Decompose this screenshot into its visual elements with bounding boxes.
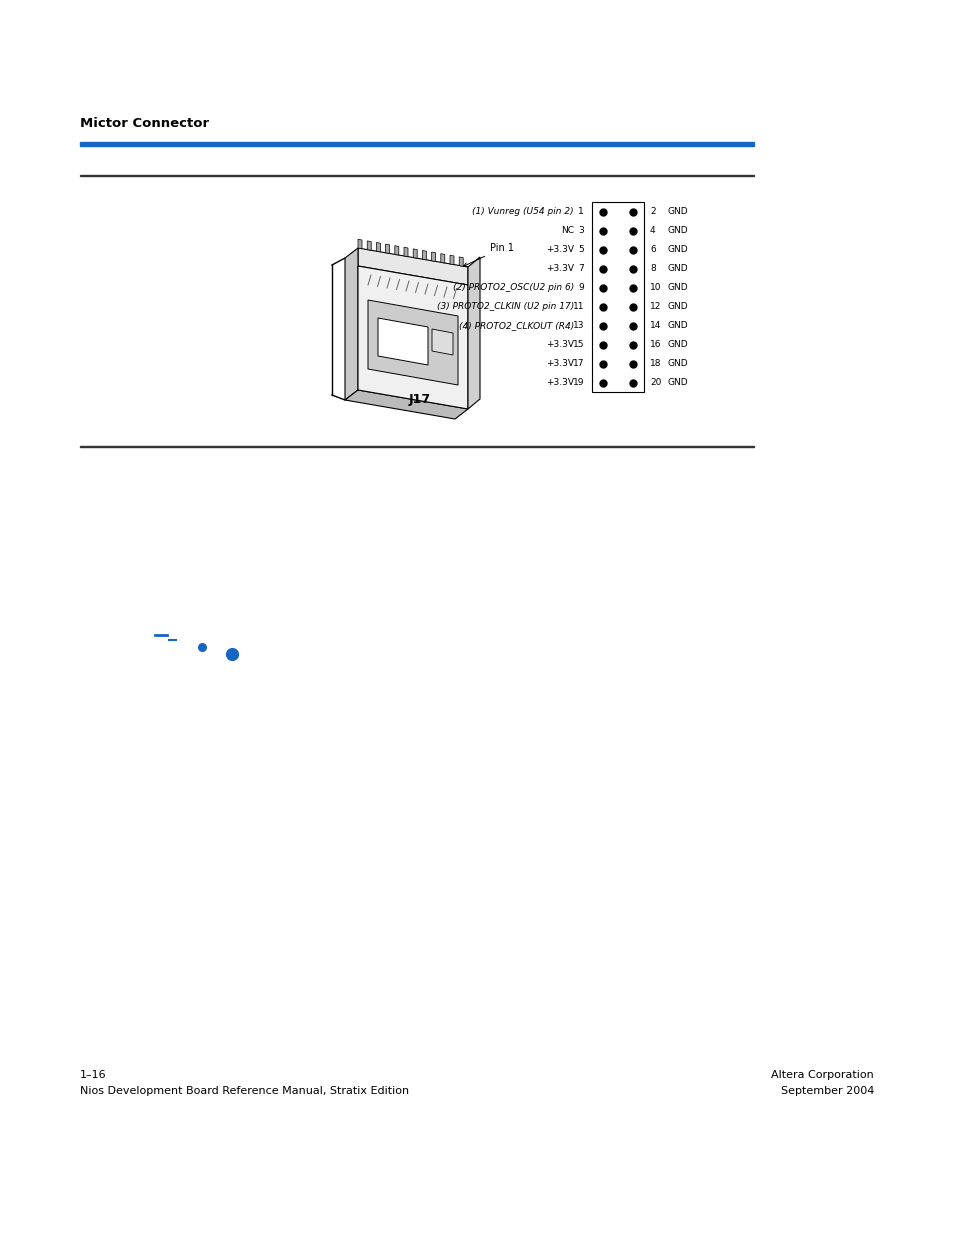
Text: Altera Corporation: Altera Corporation	[770, 1070, 873, 1079]
Bar	[592, 203, 643, 391]
Text: NC: NC	[560, 226, 574, 235]
Text: GND: GND	[667, 226, 688, 235]
Polygon shape	[395, 246, 398, 256]
Polygon shape	[458, 257, 463, 267]
Polygon shape	[431, 252, 436, 262]
Text: +3.3V: +3.3V	[545, 245, 574, 254]
Text: (3) PROTO2_CLKIN (U2 pin 17): (3) PROTO2_CLKIN (U2 pin 17)	[436, 303, 574, 311]
Text: (1) Vunreg (U54 pin 2): (1) Vunreg (U54 pin 2)	[472, 207, 574, 216]
Text: 15: 15	[572, 340, 583, 350]
Polygon shape	[376, 242, 380, 252]
Text: 14: 14	[649, 321, 660, 330]
Polygon shape	[368, 300, 457, 385]
Text: GND: GND	[667, 340, 688, 350]
Bar	[80, 142, 753, 146]
Text: (4) PROTO2_CLKOUT (R4): (4) PROTO2_CLKOUT (R4)	[458, 321, 574, 330]
Text: GND: GND	[667, 359, 688, 368]
Text: 18: 18	[649, 359, 660, 368]
Text: GND: GND	[667, 283, 688, 291]
Text: 7: 7	[578, 264, 583, 273]
Text: +3.3V: +3.3V	[545, 378, 574, 387]
Polygon shape	[357, 248, 468, 285]
Text: 6: 6	[649, 245, 655, 254]
Text: GND: GND	[667, 321, 688, 330]
Text: 10: 10	[649, 283, 660, 291]
Text: +3.3V: +3.3V	[545, 359, 574, 368]
Polygon shape	[440, 253, 444, 263]
Polygon shape	[432, 329, 453, 354]
Text: 9: 9	[578, 283, 583, 291]
Text: +3.3V: +3.3V	[545, 264, 574, 273]
Polygon shape	[468, 257, 479, 409]
Text: 12: 12	[649, 303, 660, 311]
Text: GND: GND	[667, 378, 688, 387]
Polygon shape	[345, 248, 357, 400]
Text: GND: GND	[667, 303, 688, 311]
Text: Nios Development Board Reference Manual, Stratix Edition: Nios Development Board Reference Manual,…	[80, 1086, 409, 1095]
Text: (2) PROTO2_OSC(U2 pin 6): (2) PROTO2_OSC(U2 pin 6)	[453, 283, 574, 291]
Text: 11: 11	[572, 303, 583, 311]
Polygon shape	[450, 256, 454, 264]
Text: 1–16: 1–16	[80, 1070, 107, 1079]
Text: GND: GND	[667, 245, 688, 254]
Text: Mictor Connector: Mictor Connector	[80, 117, 209, 130]
Polygon shape	[422, 251, 426, 259]
Text: 16: 16	[649, 340, 660, 350]
Polygon shape	[377, 317, 428, 366]
Text: 17: 17	[572, 359, 583, 368]
Text: GND: GND	[667, 264, 688, 273]
Text: 3: 3	[578, 226, 583, 235]
Polygon shape	[403, 247, 408, 257]
Polygon shape	[345, 390, 468, 419]
Text: +3.3V: +3.3V	[545, 340, 574, 350]
Polygon shape	[367, 241, 371, 251]
Text: 8: 8	[649, 264, 655, 273]
Text: J17: J17	[409, 393, 431, 406]
Text: 4: 4	[649, 226, 655, 235]
Text: September 2004: September 2004	[780, 1086, 873, 1095]
Text: Pin 1: Pin 1	[463, 243, 514, 267]
Text: 1: 1	[578, 207, 583, 216]
Polygon shape	[385, 245, 389, 253]
Polygon shape	[357, 266, 468, 409]
Text: 20: 20	[649, 378, 660, 387]
Text: 19: 19	[572, 378, 583, 387]
Text: 13: 13	[572, 321, 583, 330]
Text: GND: GND	[667, 207, 688, 216]
Polygon shape	[357, 240, 361, 248]
Text: 5: 5	[578, 245, 583, 254]
Text: 2: 2	[649, 207, 655, 216]
Polygon shape	[413, 249, 416, 258]
